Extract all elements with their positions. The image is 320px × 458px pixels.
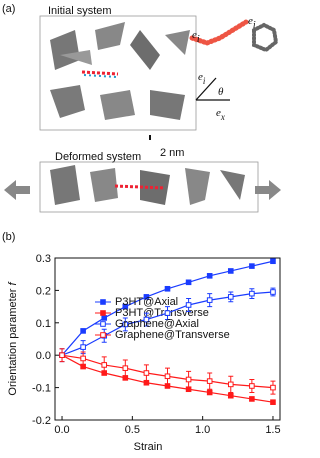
angle-label: θ [218, 86, 224, 98]
panel-label: (a) [2, 3, 15, 15]
data-point [164, 310, 171, 316]
scale-label: 2 nm [160, 147, 184, 159]
data-point [227, 268, 234, 274]
x-tick-label: 1.5 [265, 424, 280, 436]
legend-marker [100, 332, 106, 338]
data-point [122, 321, 129, 328]
data-point [227, 294, 234, 300]
y-tick-label: 0.1 [36, 318, 51, 330]
panel-caption: Initial system [48, 5, 112, 17]
vector-label: ei [248, 15, 256, 31]
data-point [270, 399, 276, 405]
panel-a-art [4, 15, 281, 213]
y-tick-label: 0.2 [36, 285, 51, 297]
y-tick-label: -0.2 [32, 415, 51, 427]
legend-marker [100, 299, 106, 305]
legend-marker [100, 321, 106, 327]
legend-marker [100, 310, 106, 316]
legend-label: P3HT@Transverse [115, 307, 209, 319]
x-tick-label: 1.0 [195, 424, 210, 436]
data-point [185, 279, 192, 286]
y-axis-label: Orientation parameter f [7, 282, 19, 396]
data-point [101, 315, 108, 321]
data-point [59, 352, 65, 358]
data-point [185, 302, 192, 308]
y-tick-label: 0.3 [36, 253, 51, 265]
data-point [249, 396, 255, 402]
plot-frame [54, 257, 281, 421]
data-point [122, 303, 129, 310]
data-point [249, 290, 255, 297]
data-point [227, 392, 234, 399]
panel-caption: Deformed system [55, 151, 141, 163]
data-point [249, 263, 255, 269]
data-point [101, 362, 108, 368]
data-point [206, 378, 213, 384]
data-point [122, 365, 129, 371]
data-point [80, 355, 86, 362]
plot: -0.2 -0.1 0.0 0.1 0.2 0.3 0.0 0.5 1.0 1.5 P3HT@Axi… [32, 253, 281, 436]
data-point [206, 273, 213, 279]
panel-label: (b) [2, 231, 15, 243]
data-point [80, 344, 86, 350]
data-point [164, 373, 171, 380]
y-tick-label: -0.1 [32, 383, 51, 395]
x-axis-label: Strain [134, 441, 163, 453]
data-point [164, 285, 171, 292]
data-point [185, 376, 192, 383]
x-tick-label: 0.0 [54, 424, 69, 436]
data-point [143, 370, 150, 376]
legend-label: P3HT@Axial [115, 296, 178, 308]
vector-label: ex [216, 107, 225, 122]
data-point [270, 289, 276, 295]
data-point [80, 328, 86, 334]
data-point [206, 389, 213, 396]
data-point [270, 258, 276, 265]
vector-label: ei [192, 29, 200, 45]
data-point [206, 297, 213, 303]
x-tick-label: 0.5 [125, 424, 140, 436]
data-point [227, 381, 234, 388]
legend-label: Graphene@Transverse [115, 329, 230, 341]
data-point [270, 384, 276, 391]
y-tick-label: 0.0 [36, 350, 51, 362]
figure: (a) Initial system Deformed system 2 nm … [2, 3, 281, 453]
vector-label: ei [198, 71, 206, 86]
legend-label: Graphene@Axial [115, 318, 199, 330]
data-point [249, 383, 255, 389]
data-point [143, 294, 150, 300]
data-point [143, 316, 150, 323]
